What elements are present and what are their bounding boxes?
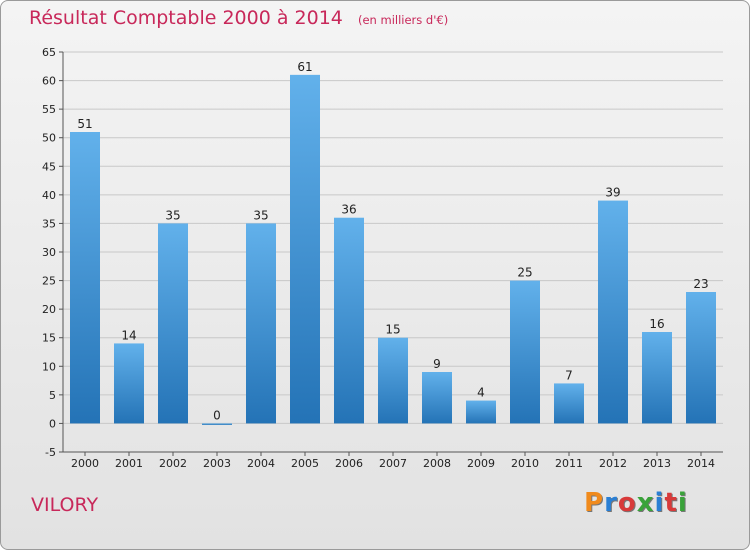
x-tick-label-2001: 2001	[115, 457, 143, 470]
data-label-2003: 0	[213, 408, 221, 422]
y-tick-label: 55	[42, 103, 56, 116]
x-tick-label-2007: 2007	[379, 457, 407, 470]
logo-letter: t	[664, 488, 678, 518]
proxiti-logo: Proxiti	[584, 488, 688, 518]
x-tick-label-2009: 2009	[467, 457, 495, 470]
y-tick-label: 0	[49, 417, 56, 430]
x-tick-label-2002: 2002	[159, 457, 187, 470]
logo-letter: x	[636, 488, 655, 518]
x-tick-label-2005: 2005	[291, 457, 319, 470]
x-tick-label-2011: 2011	[555, 457, 583, 470]
bar-2012	[598, 200, 628, 424]
y-tick-label: -5	[45, 446, 56, 459]
bar-2001	[114, 343, 144, 424]
bar-2005	[290, 74, 320, 424]
data-label-2011: 7	[565, 368, 573, 382]
y-tick-label: 30	[42, 246, 56, 259]
y-tick-label: 20	[42, 303, 56, 316]
data-label-2008: 9	[433, 357, 441, 371]
y-tick-label: 50	[42, 132, 56, 145]
x-tick-label-2003: 2003	[203, 457, 231, 470]
data-label-2004: 35	[253, 208, 268, 222]
data-label-2012: 39	[605, 186, 620, 200]
x-tick-label-2014: 2014	[687, 457, 715, 470]
data-label-2010: 25	[517, 266, 532, 280]
x-tick-label-2013: 2013	[643, 457, 671, 470]
bar-2011	[554, 383, 584, 424]
logo-letter: i	[677, 488, 688, 518]
logo-letter: o	[617, 488, 637, 518]
data-label-2007: 15	[385, 323, 400, 337]
chart-title: Résultat Comptable 2000 à 2014 (en milli…	[29, 7, 448, 29]
y-tick-label: 35	[42, 217, 56, 230]
bar-2014	[686, 292, 716, 424]
data-label-2014: 23	[693, 277, 708, 291]
unit-note: (en milliers d'€)	[357, 13, 449, 27]
x-tick-label-2012: 2012	[599, 457, 627, 470]
data-label-2001: 14	[121, 328, 136, 342]
bar-2010	[510, 280, 540, 424]
data-label-2000: 51	[77, 117, 92, 131]
y-tick-label: 15	[42, 332, 56, 345]
data-label-2009: 4	[477, 386, 485, 400]
bar-2013	[642, 332, 672, 424]
data-labels: 51 14 35 0 35 61 36 15 9 4 25 7 39 16 23	[77, 60, 708, 423]
logo-letter: P	[584, 488, 605, 518]
y-tick-label: 45	[42, 160, 56, 173]
bars	[70, 74, 716, 425]
y-tick-label: 60	[42, 75, 56, 88]
x-tick-label-2010: 2010	[511, 457, 539, 470]
data-label-2002: 35	[165, 208, 180, 222]
y-tick-label: 10	[42, 360, 56, 373]
bar-2006	[334, 217, 364, 424]
bar-2009	[466, 400, 496, 424]
x-tick-label-2008: 2008	[423, 457, 451, 470]
logo-letter: i	[654, 488, 665, 518]
bar-2000	[70, 132, 100, 424]
y-tick-label: 5	[49, 389, 56, 402]
bar-2008	[422, 372, 452, 424]
bar-2003	[202, 423, 232, 425]
y-tick-label: 40	[42, 189, 56, 202]
data-label-2006: 36	[341, 203, 356, 217]
commune-name: VILORY	[31, 494, 99, 516]
bar-2004	[246, 223, 276, 424]
bar-2007	[378, 337, 408, 424]
logo-letter: r	[604, 488, 618, 518]
axes	[59, 51, 723, 456]
data-label-2013: 16	[649, 317, 664, 331]
x-tick-label-2000: 2000	[71, 457, 99, 470]
bar-2002	[158, 223, 188, 424]
title-text: Résultat Comptable 2000 à 2014	[29, 7, 343, 29]
data-label-2005: 61	[297, 60, 312, 74]
x-tick-label-2004: 2004	[247, 457, 275, 470]
y-tick-label: 65	[42, 46, 56, 59]
y-tick-label: 25	[42, 275, 56, 288]
x-tick-label-2006: 2006	[335, 457, 363, 470]
